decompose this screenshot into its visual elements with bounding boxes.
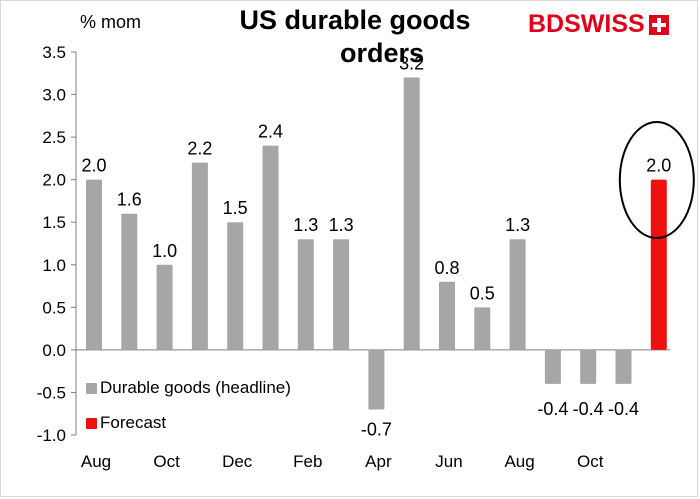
bar-data-label: -0.4 bbox=[573, 399, 604, 419]
legend-label-headline: Durable goods (headline) bbox=[100, 378, 291, 397]
bar bbox=[368, 349, 385, 410]
bar bbox=[474, 307, 491, 350]
y-unit-label: % mom bbox=[80, 12, 142, 32]
y-tick-label: -0.5 bbox=[37, 383, 66, 402]
bar-data-label: -0.7 bbox=[361, 419, 392, 439]
legend-swatch-forecast bbox=[86, 417, 97, 429]
brand-logo-text: BDSWISS bbox=[528, 10, 645, 38]
bar bbox=[509, 239, 526, 350]
bar bbox=[403, 77, 420, 350]
bar-data-label: -0.4 bbox=[608, 399, 639, 419]
legend-item-headline: Durable goods (headline) bbox=[86, 378, 291, 398]
forecast-bar bbox=[650, 179, 667, 350]
bar-data-label: 1.6 bbox=[117, 190, 142, 210]
swiss-cross-icon bbox=[648, 14, 669, 35]
axes: 3.5 3.0 2.5 2.0 1.5 1.0 0.5 0.0 -0.5 -1.0 Aug Oct De… bbox=[37, 43, 670, 471]
bar bbox=[121, 213, 138, 350]
bar-data-label: -0.4 bbox=[537, 399, 568, 419]
bar bbox=[297, 239, 314, 350]
data-labels: 2.0 1.6 1.0 2.2 1.5 2.4 1.3 1.3 -0.7 3.2 0.8 0.5 1.3… bbox=[81, 54, 671, 440]
legend-swatch-headline bbox=[86, 382, 97, 394]
x-tick-label: Aug bbox=[504, 452, 534, 471]
bar-data-label: 1.0 bbox=[152, 241, 177, 261]
brand-logo: BDSWISS bbox=[528, 10, 669, 39]
bar-data-label: 3.2 bbox=[399, 54, 424, 74]
x-tick-label: Dec bbox=[222, 452, 253, 471]
bar-data-label: 0.5 bbox=[470, 283, 495, 303]
bar-data-label: 0.8 bbox=[434, 258, 459, 278]
chart-title-line1: US durable goods bbox=[239, 5, 471, 35]
forecast-data-label: 2.0 bbox=[646, 156, 671, 176]
bar-data-label: 2.0 bbox=[81, 156, 106, 176]
chart-title-line2: orders bbox=[339, 38, 425, 68]
y-tick-label: 2.5 bbox=[42, 128, 66, 147]
x-tick-label: Feb bbox=[293, 452, 322, 471]
legend-item-forecast: Forecast bbox=[86, 413, 166, 433]
bar bbox=[86, 179, 102, 350]
bar bbox=[615, 349, 632, 384]
bar bbox=[439, 281, 455, 350]
y-tick-label: 3.5 bbox=[42, 43, 66, 62]
bar bbox=[333, 239, 350, 350]
bar-data-label: 1.3 bbox=[505, 215, 530, 235]
chart-title: US durable goods orders bbox=[180, 4, 530, 70]
bar bbox=[544, 349, 561, 384]
legend-label-forecast: Forecast bbox=[100, 413, 167, 432]
bar bbox=[227, 222, 244, 350]
x-tick-label: Aug bbox=[81, 452, 111, 471]
bar-data-label: 2.4 bbox=[258, 122, 283, 142]
bar bbox=[262, 145, 279, 350]
y-tick-label: 3.0 bbox=[42, 86, 66, 105]
x-tick-label: Oct bbox=[153, 452, 180, 471]
forecast-highlight-circle bbox=[618, 121, 695, 239]
bar-data-label: 1.3 bbox=[293, 215, 318, 235]
y-tick-label: 1.0 bbox=[42, 256, 66, 275]
bar-data-label: 1.3 bbox=[329, 215, 354, 235]
y-tick-label: 0.0 bbox=[42, 341, 66, 360]
bars bbox=[86, 77, 667, 410]
x-tick-label: Jun bbox=[435, 452, 462, 471]
y-tick-label: 2.0 bbox=[42, 171, 66, 190]
bar bbox=[156, 264, 173, 350]
y-tick-label: -1.0 bbox=[37, 426, 66, 445]
bar bbox=[191, 162, 208, 350]
x-tick-label: Oct bbox=[577, 452, 604, 471]
bar-data-label: 2.2 bbox=[187, 139, 212, 159]
x-tick-label: Apr bbox=[365, 452, 392, 471]
y-tick-label: 1.5 bbox=[42, 213, 66, 232]
y-tick-label: 0.5 bbox=[42, 298, 66, 317]
bar-data-label: 1.5 bbox=[223, 198, 248, 218]
bar bbox=[580, 349, 597, 384]
